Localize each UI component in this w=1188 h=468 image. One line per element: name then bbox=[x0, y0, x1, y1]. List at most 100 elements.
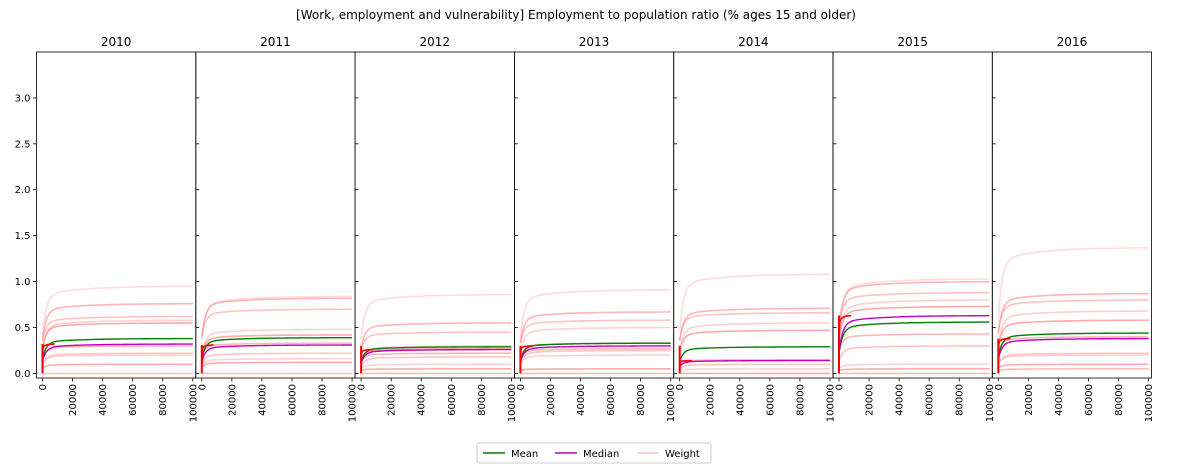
median-line bbox=[679, 359, 830, 368]
weight-line bbox=[519, 326, 671, 354]
weight-line bbox=[41, 322, 193, 349]
x-tick-label: 100000 bbox=[1144, 384, 1155, 422]
x-tick-label: 20000 bbox=[387, 384, 398, 416]
x-tick-label: 40000 bbox=[576, 384, 587, 416]
weight-line bbox=[201, 328, 353, 355]
panel-2012: 2012 0 20000 40000 60000 80000 100000 bbox=[354, 35, 518, 422]
chart-panels: 2010 0.0 0.5 1.0 1.5 2.0 2.5 3.0 0 20000 40000 6000… bbox=[15, 35, 1156, 422]
median-start-curve bbox=[838, 314, 852, 354]
weight-line bbox=[519, 349, 671, 364]
panel-frame bbox=[832, 51, 993, 379]
x-tick-label: 100000 bbox=[507, 384, 518, 422]
x-tick-label: 40000 bbox=[417, 384, 428, 416]
chart-title: [Work, employment and vulnerability] Emp… bbox=[296, 8, 856, 22]
y-tick-label: 0.0 bbox=[15, 369, 31, 380]
mean-line bbox=[41, 337, 193, 359]
weight-line bbox=[201, 295, 353, 341]
median-start-curve bbox=[201, 344, 214, 363]
x-tick-label: 20000 bbox=[865, 384, 876, 416]
x-tick-label: 0 bbox=[675, 384, 686, 390]
x-tick-label: 40000 bbox=[895, 384, 906, 416]
weight-line bbox=[997, 247, 1149, 320]
mean-line bbox=[838, 321, 990, 354]
x-tick-label: 100000 bbox=[348, 384, 359, 422]
x-tick-label: 20000 bbox=[1024, 384, 1035, 416]
weight-line bbox=[838, 363, 990, 370]
x-tick-label: 40000 bbox=[735, 384, 746, 416]
mean-line bbox=[519, 342, 671, 361]
weight-line bbox=[678, 322, 831, 352]
weight-line bbox=[838, 291, 990, 328]
y-tick-label: 3.0 bbox=[15, 93, 31, 104]
x-tick-label: 100000 bbox=[826, 384, 837, 422]
legend-label-median: Median bbox=[583, 449, 619, 460]
x-tick-label: 80000 bbox=[318, 384, 329, 416]
x-tick-label: 0 bbox=[994, 384, 1005, 390]
weight-line bbox=[201, 334, 353, 355]
x-tick-label: 100000 bbox=[188, 384, 199, 422]
weight-line bbox=[519, 311, 671, 343]
y-tick-label: 2.5 bbox=[15, 139, 31, 150]
mean-line bbox=[201, 336, 353, 359]
weight-line bbox=[997, 363, 1149, 369]
y-tick-label: 0.5 bbox=[15, 323, 31, 334]
weight-line bbox=[838, 368, 990, 372]
panel-frame bbox=[673, 51, 834, 379]
x-tick-label: 0 bbox=[835, 384, 846, 390]
median-line bbox=[360, 348, 512, 364]
weight-line bbox=[360, 356, 512, 367]
x-tick-label: 80000 bbox=[1114, 384, 1125, 416]
x-tick-label: 0 bbox=[516, 384, 527, 390]
panel-2010: 2010 0.0 0.5 1.0 1.5 2.0 2.5 3.0 0 20000 40000 6000… bbox=[15, 35, 200, 422]
x-tick-label: 80000 bbox=[636, 384, 647, 416]
panel-title: 2016 bbox=[1057, 35, 1088, 49]
weight-line bbox=[41, 315, 193, 342]
weight-line bbox=[838, 280, 990, 328]
weight-line bbox=[201, 342, 353, 357]
panel-2016: 2016 0 20000 40000 60000 80000 100000 bbox=[991, 35, 1155, 422]
weight-line bbox=[360, 293, 512, 340]
x-tick-label: 60000 bbox=[447, 384, 458, 416]
panel-frame bbox=[354, 51, 515, 379]
panel-title: 2010 bbox=[101, 35, 132, 49]
weight-line bbox=[997, 354, 1149, 365]
median-line bbox=[519, 345, 671, 363]
weight-line bbox=[997, 319, 1149, 348]
legend-label-mean: Mean bbox=[511, 449, 538, 460]
chart-legend: Mean Median Weight bbox=[476, 442, 712, 464]
panel-2011: 2011 0 20000 40000 60000 80000 100000 bbox=[195, 35, 359, 422]
weight-line bbox=[997, 352, 1149, 365]
median-line bbox=[997, 337, 1149, 360]
median-start-curve bbox=[519, 345, 533, 364]
panel-title: 2015 bbox=[897, 35, 928, 49]
x-tick-label: 0 bbox=[38, 384, 49, 390]
weight-line bbox=[838, 345, 990, 362]
x-tick-label: 60000 bbox=[128, 384, 139, 416]
mean-line bbox=[679, 346, 830, 362]
x-tick-label: 60000 bbox=[925, 384, 936, 416]
weight-line bbox=[838, 299, 990, 342]
x-tick-label: 60000 bbox=[606, 384, 617, 416]
weight-line bbox=[41, 354, 193, 365]
weight-line bbox=[201, 352, 353, 365]
weight-line bbox=[678, 312, 831, 340]
panel-2013: 2013 0 20000 40000 60000 80000 100000 bbox=[514, 35, 677, 422]
weight-line bbox=[678, 307, 831, 342]
median-start-curve bbox=[360, 348, 374, 365]
panel-frame bbox=[36, 51, 197, 379]
panel-frame bbox=[991, 51, 1152, 379]
median-line bbox=[41, 343, 193, 362]
weight-line bbox=[519, 289, 671, 338]
weight-line bbox=[520, 368, 671, 372]
median-start-curve bbox=[41, 343, 55, 363]
weight-line bbox=[41, 352, 193, 365]
x-tick-label: 100000 bbox=[666, 384, 677, 422]
panel-title: 2011 bbox=[260, 35, 291, 49]
weight-line bbox=[360, 331, 512, 351]
x-tick-label: 40000 bbox=[1054, 384, 1065, 416]
weight-line bbox=[360, 322, 512, 349]
weight-line bbox=[679, 363, 830, 370]
weight-line bbox=[519, 354, 671, 365]
weight-line bbox=[201, 357, 353, 367]
